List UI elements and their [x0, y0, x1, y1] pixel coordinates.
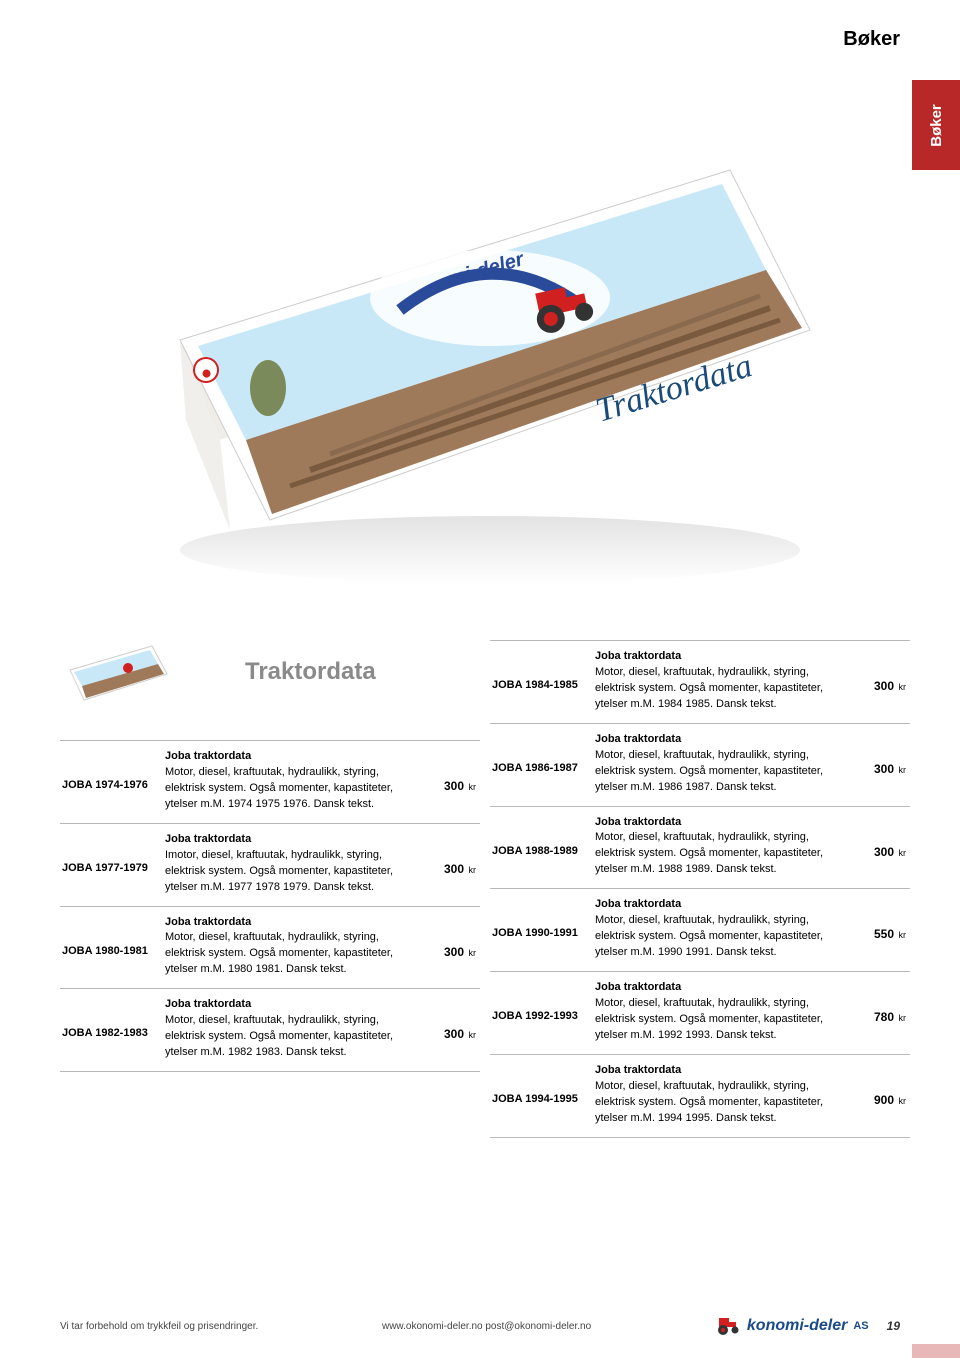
product-desc-text: Motor, diesel, kraftuutak, hydraulikk, s… [595, 914, 823, 958]
footer-logo-text: konomi-deler [747, 1317, 847, 1335]
product-price: 550 kr [855, 897, 910, 961]
side-tab-label: Bøker [928, 104, 945, 147]
product-title: Joba traktordata [165, 915, 417, 931]
product-price: 300 kr [425, 749, 480, 813]
product-price: 900 kr [855, 1063, 910, 1127]
product-desc-text: Motor, diesel, kraftuutak, hydraulikk, s… [165, 931, 393, 975]
product-row: JOBA 1990-1991Joba traktordataMotor, die… [490, 889, 910, 972]
footer-logo-suffix: AS [853, 1320, 868, 1332]
product-row: JOBA 1988-1989Joba traktordataMotor, die… [490, 807, 910, 890]
side-tab: Bøker [912, 80, 960, 170]
product-code: JOBA 1992-1993 [490, 980, 595, 1044]
product-desc-text: Imotor, diesel, kraftuutak, hydraulikk, … [165, 849, 393, 893]
product-description: Joba traktordataMotor, diesel, kraftuuta… [165, 915, 425, 979]
product-desc-text: Motor, diesel, kraftuutak, hydraulikk, s… [165, 1014, 393, 1058]
product-desc-text: Motor, diesel, kraftuutak, hydraulikk, s… [595, 749, 823, 793]
product-row: JOBA 1982-1983Joba traktordataMotor, die… [60, 989, 480, 1072]
footer-logo: konomi-deler AS 19 [715, 1316, 900, 1336]
product-description: Joba traktordataMotor, diesel, kraftuuta… [595, 732, 855, 796]
product-code: JOBA 1986-1987 [490, 732, 595, 796]
product-row: JOBA 1984-1985Joba traktordataMotor, die… [490, 640, 910, 724]
section-title: Traktordata [245, 658, 376, 686]
product-row: JOBA 1977-1979Joba traktordataImotor, di… [60, 824, 480, 907]
product-desc-text: Motor, diesel, kraftuutak, hydraulikk, s… [595, 666, 823, 710]
product-code: JOBA 1990-1991 [490, 897, 595, 961]
product-title: Joba traktordata [165, 749, 417, 765]
product-row: JOBA 1986-1987Joba traktordataMotor, die… [490, 724, 910, 807]
product-row: JOBA 1994-1995Joba traktordataMotor, die… [490, 1055, 910, 1138]
product-title: Joba traktordata [165, 832, 417, 848]
product-code: JOBA 1977-1979 [60, 832, 165, 896]
product-title: Joba traktordata [165, 997, 417, 1013]
product-code: JOBA 1984-1985 [490, 649, 595, 713]
product-description: Joba traktordataMotor, diesel, kraftuuta… [595, 897, 855, 961]
product-description: Joba traktordataMotor, diesel, kraftuuta… [165, 997, 425, 1061]
product-description: Joba traktordataMotor, diesel, kraftuuta… [595, 649, 855, 713]
product-price: 300 kr [425, 997, 480, 1061]
product-code: JOBA 1974-1976 [60, 749, 165, 813]
product-code: JOBA 1980-1981 [60, 915, 165, 979]
product-title: Joba traktordata [595, 815, 847, 831]
book-cover-illustration: mi-deler Traktordata [130, 130, 830, 590]
product-desc-text: Motor, diesel, kraftuutak, hydraulikk, s… [165, 766, 393, 810]
product-price: 300 kr [855, 732, 910, 796]
product-price: 300 kr [855, 815, 910, 879]
product-price: 780 kr [855, 980, 910, 1044]
product-description: Joba traktordataMotor, diesel, kraftuuta… [595, 1063, 855, 1127]
footer-stripe [912, 1344, 960, 1358]
product-title: Joba traktordata [595, 1063, 847, 1079]
product-title: Joba traktordata [595, 732, 847, 748]
footer-disclaimer: Vi tar forbehold om trykkfeil og prisend… [60, 1321, 258, 1332]
product-desc-text: Motor, diesel, kraftuutak, hydraulikk, s… [595, 831, 823, 875]
footer-contact: www.okonomi-deler.no post@okonomi-deler.… [258, 1321, 715, 1332]
product-title: Joba traktordata [595, 897, 847, 913]
page-footer: Vi tar forbehold om trykkfeil og prisend… [0, 1316, 960, 1336]
product-price: 300 kr [425, 915, 480, 979]
product-table-right: JOBA 1984-1985Joba traktordataMotor, die… [490, 640, 910, 1138]
product-row: JOBA 1992-1993Joba traktordataMotor, die… [490, 972, 910, 1055]
product-table-left: JOBA 1974-1976Joba traktordataMotor, die… [60, 740, 480, 1072]
tractor-icon [715, 1316, 743, 1336]
product-description: Joba traktordataMotor, diesel, kraftuuta… [165, 749, 425, 813]
product-description: Joba traktordataMotor, diesel, kraftuuta… [595, 980, 855, 1044]
product-row: JOBA 1974-1976Joba traktordataMotor, die… [60, 740, 480, 824]
product-code: JOBA 1988-1989 [490, 815, 595, 879]
product-description: Joba traktordataImotor, diesel, kraftuut… [165, 832, 425, 896]
product-code: JOBA 1994-1995 [490, 1063, 595, 1127]
product-desc-text: Motor, diesel, kraftuutak, hydraulikk, s… [595, 997, 823, 1041]
product-price: 300 kr [425, 832, 480, 896]
product-description: Joba traktordataMotor, diesel, kraftuuta… [595, 815, 855, 879]
product-row: JOBA 1980-1981Joba traktordataMotor, die… [60, 907, 480, 990]
product-desc-text: Motor, diesel, kraftuutak, hydraulikk, s… [595, 1080, 823, 1124]
product-title: Joba traktordata [595, 980, 847, 996]
page-header-title: Bøker [0, 0, 960, 51]
book-thumbnail [62, 640, 177, 712]
product-price: 300 kr [855, 649, 910, 713]
product-code: JOBA 1982-1983 [60, 997, 165, 1061]
page-number: 19 [887, 1319, 900, 1333]
product-title: Joba traktordata [595, 649, 847, 665]
